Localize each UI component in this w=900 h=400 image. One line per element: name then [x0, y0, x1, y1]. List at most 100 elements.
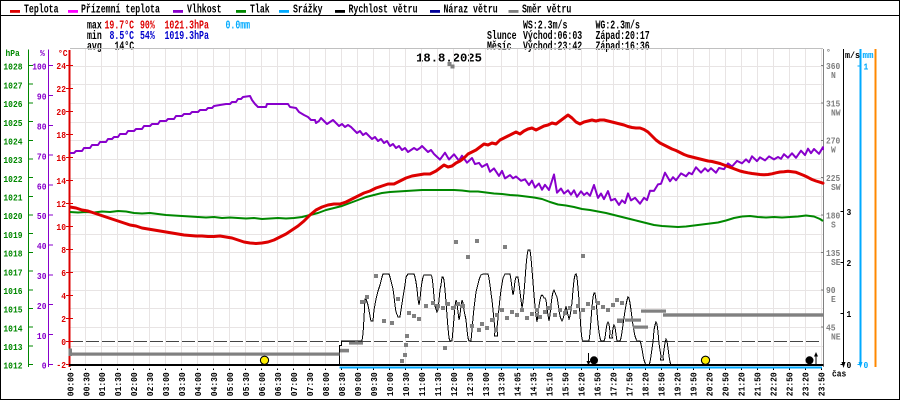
svg-text:1024: 1024: [3, 136, 22, 147]
svg-text:03:00: 03:00: [161, 372, 172, 396]
svg-text:14°C: 14°C: [115, 39, 135, 53]
svg-text:30: 30: [37, 271, 47, 282]
svg-text:12: 12: [56, 199, 66, 210]
svg-text:Srážky: Srážky: [293, 2, 323, 16]
svg-text:19:50: 19:50: [689, 372, 700, 396]
svg-text:1022: 1022: [3, 174, 22, 185]
svg-text:45: 45: [826, 323, 836, 334]
svg-text:0: 0: [864, 360, 869, 371]
svg-text:20:50: 20:50: [720, 372, 731, 396]
svg-text:70: 70: [37, 151, 47, 162]
svg-text:1023: 1023: [3, 155, 22, 166]
svg-text:16:50: 16:50: [593, 372, 604, 396]
svg-text:19.7°C: 19.7°C: [105, 18, 135, 32]
svg-text:01:30: 01:30: [113, 372, 124, 396]
svg-text:10: 10: [56, 222, 66, 233]
svg-text:14:05: 14:05: [513, 372, 524, 396]
svg-text:SW: SW: [831, 182, 841, 193]
svg-text:1027: 1027: [3, 80, 22, 91]
svg-text:0: 0: [42, 361, 47, 372]
svg-text:3: 3: [847, 207, 852, 218]
svg-text:-2: -2: [56, 360, 66, 371]
svg-text:Přízemní teplota: Přízemní teplota: [81, 2, 160, 16]
svg-text:1015: 1015: [3, 305, 22, 316]
svg-text:W: W: [831, 145, 836, 156]
svg-text:Východ:23:42: Východ:23:42: [523, 39, 582, 53]
svg-text:1020: 1020: [3, 211, 22, 222]
svg-text:21:50: 21:50: [752, 372, 763, 396]
svg-text:Rychlost větru: Rychlost větru: [349, 2, 418, 16]
svg-text:06:30: 06:30: [273, 372, 284, 396]
svg-text:WG:2.3m/s: WG:2.3m/s: [596, 18, 640, 32]
svg-text:18:20: 18:20: [641, 372, 652, 396]
svg-text:06:00: 06:00: [257, 372, 268, 396]
svg-text:čas: čas: [832, 369, 847, 380]
svg-text:Západ:16:36: Západ:16:36: [596, 39, 650, 53]
svg-text:24: 24: [56, 61, 66, 72]
svg-text:4: 4: [61, 291, 66, 302]
svg-text:19:20: 19:20: [673, 372, 684, 396]
svg-text:03:30: 03:30: [177, 372, 188, 396]
svg-text:08:30: 08:30: [337, 372, 348, 396]
svg-text:18:50: 18:50: [657, 372, 668, 396]
svg-text:04:30: 04:30: [209, 372, 220, 396]
svg-text:05:30: 05:30: [241, 372, 252, 396]
svg-text:16:20: 16:20: [577, 372, 588, 396]
svg-text:1016: 1016: [3, 286, 22, 297]
svg-text:m/s: m/s: [845, 50, 860, 61]
svg-text:90: 90: [37, 92, 47, 103]
svg-text:1012: 1012: [3, 361, 22, 372]
svg-text:1025: 1025: [3, 118, 22, 129]
svg-text:90: 90: [826, 285, 836, 296]
svg-text:13:30: 13:30: [497, 372, 508, 396]
svg-text:1017: 1017: [3, 267, 22, 278]
svg-text:54%: 54%: [140, 29, 155, 43]
svg-text:°C: °C: [58, 48, 68, 59]
svg-text:14:35: 14:35: [529, 372, 540, 396]
svg-text:1021.3hPa: 1021.3hPa: [165, 18, 209, 32]
svg-text:1018: 1018: [3, 249, 22, 260]
svg-text:40: 40: [37, 241, 47, 252]
svg-text:Náraz větru: Náraz větru: [444, 2, 498, 16]
svg-text:04:00: 04:00: [193, 372, 204, 396]
svg-text:135: 135: [826, 248, 841, 259]
svg-text:15:50: 15:50: [561, 372, 572, 396]
svg-text:Směr větru: Směr větru: [522, 2, 571, 16]
svg-text:13:00: 13:00: [481, 372, 492, 396]
svg-text:02:00: 02:00: [129, 372, 140, 396]
svg-text:01:00: 01:00: [97, 372, 108, 396]
svg-text:E: E: [831, 294, 836, 305]
svg-text:mm: mm: [863, 50, 874, 61]
svg-text:90%: 90%: [140, 18, 155, 32]
svg-text:07:00: 07:00: [289, 372, 300, 396]
svg-text:10: 10: [37, 331, 47, 342]
svg-text:Východ:06:03: Východ:06:03: [523, 29, 582, 43]
svg-text:12:30: 12:30: [465, 372, 476, 396]
svg-text:17:20: 17:20: [609, 372, 620, 396]
svg-text:14: 14: [56, 176, 66, 187]
svg-text:360: 360: [826, 61, 841, 72]
svg-text:12:00: 12:00: [449, 372, 460, 396]
svg-text:%: %: [40, 48, 45, 59]
svg-text:Tlak: Tlak: [250, 2, 270, 16]
svg-text:02:30: 02:30: [145, 372, 156, 396]
svg-text:1: 1: [864, 61, 869, 72]
svg-text:22: 22: [56, 84, 66, 95]
svg-text:225: 225: [826, 173, 841, 184]
svg-text:11:00: 11:00: [417, 372, 428, 396]
svg-text:18: 18: [56, 130, 66, 141]
svg-text:20: 20: [37, 301, 47, 312]
svg-text:11:30: 11:30: [433, 372, 444, 396]
svg-text:6: 6: [61, 268, 66, 279]
svg-text:20: 20: [56, 107, 66, 118]
svg-text:15:10: 15:10: [545, 372, 556, 396]
svg-text:17:50: 17:50: [625, 372, 636, 396]
svg-text:0.0mm: 0.0mm: [226, 18, 251, 32]
svg-text:10:00: 10:00: [385, 372, 396, 396]
svg-text:hPa: hPa: [6, 48, 21, 59]
svg-text:avg: avg: [87, 39, 102, 53]
svg-text:09:00: 09:00: [353, 372, 364, 396]
svg-text:1013: 1013: [3, 342, 22, 353]
svg-text:60: 60: [37, 181, 47, 192]
svg-text:1026: 1026: [3, 99, 22, 110]
